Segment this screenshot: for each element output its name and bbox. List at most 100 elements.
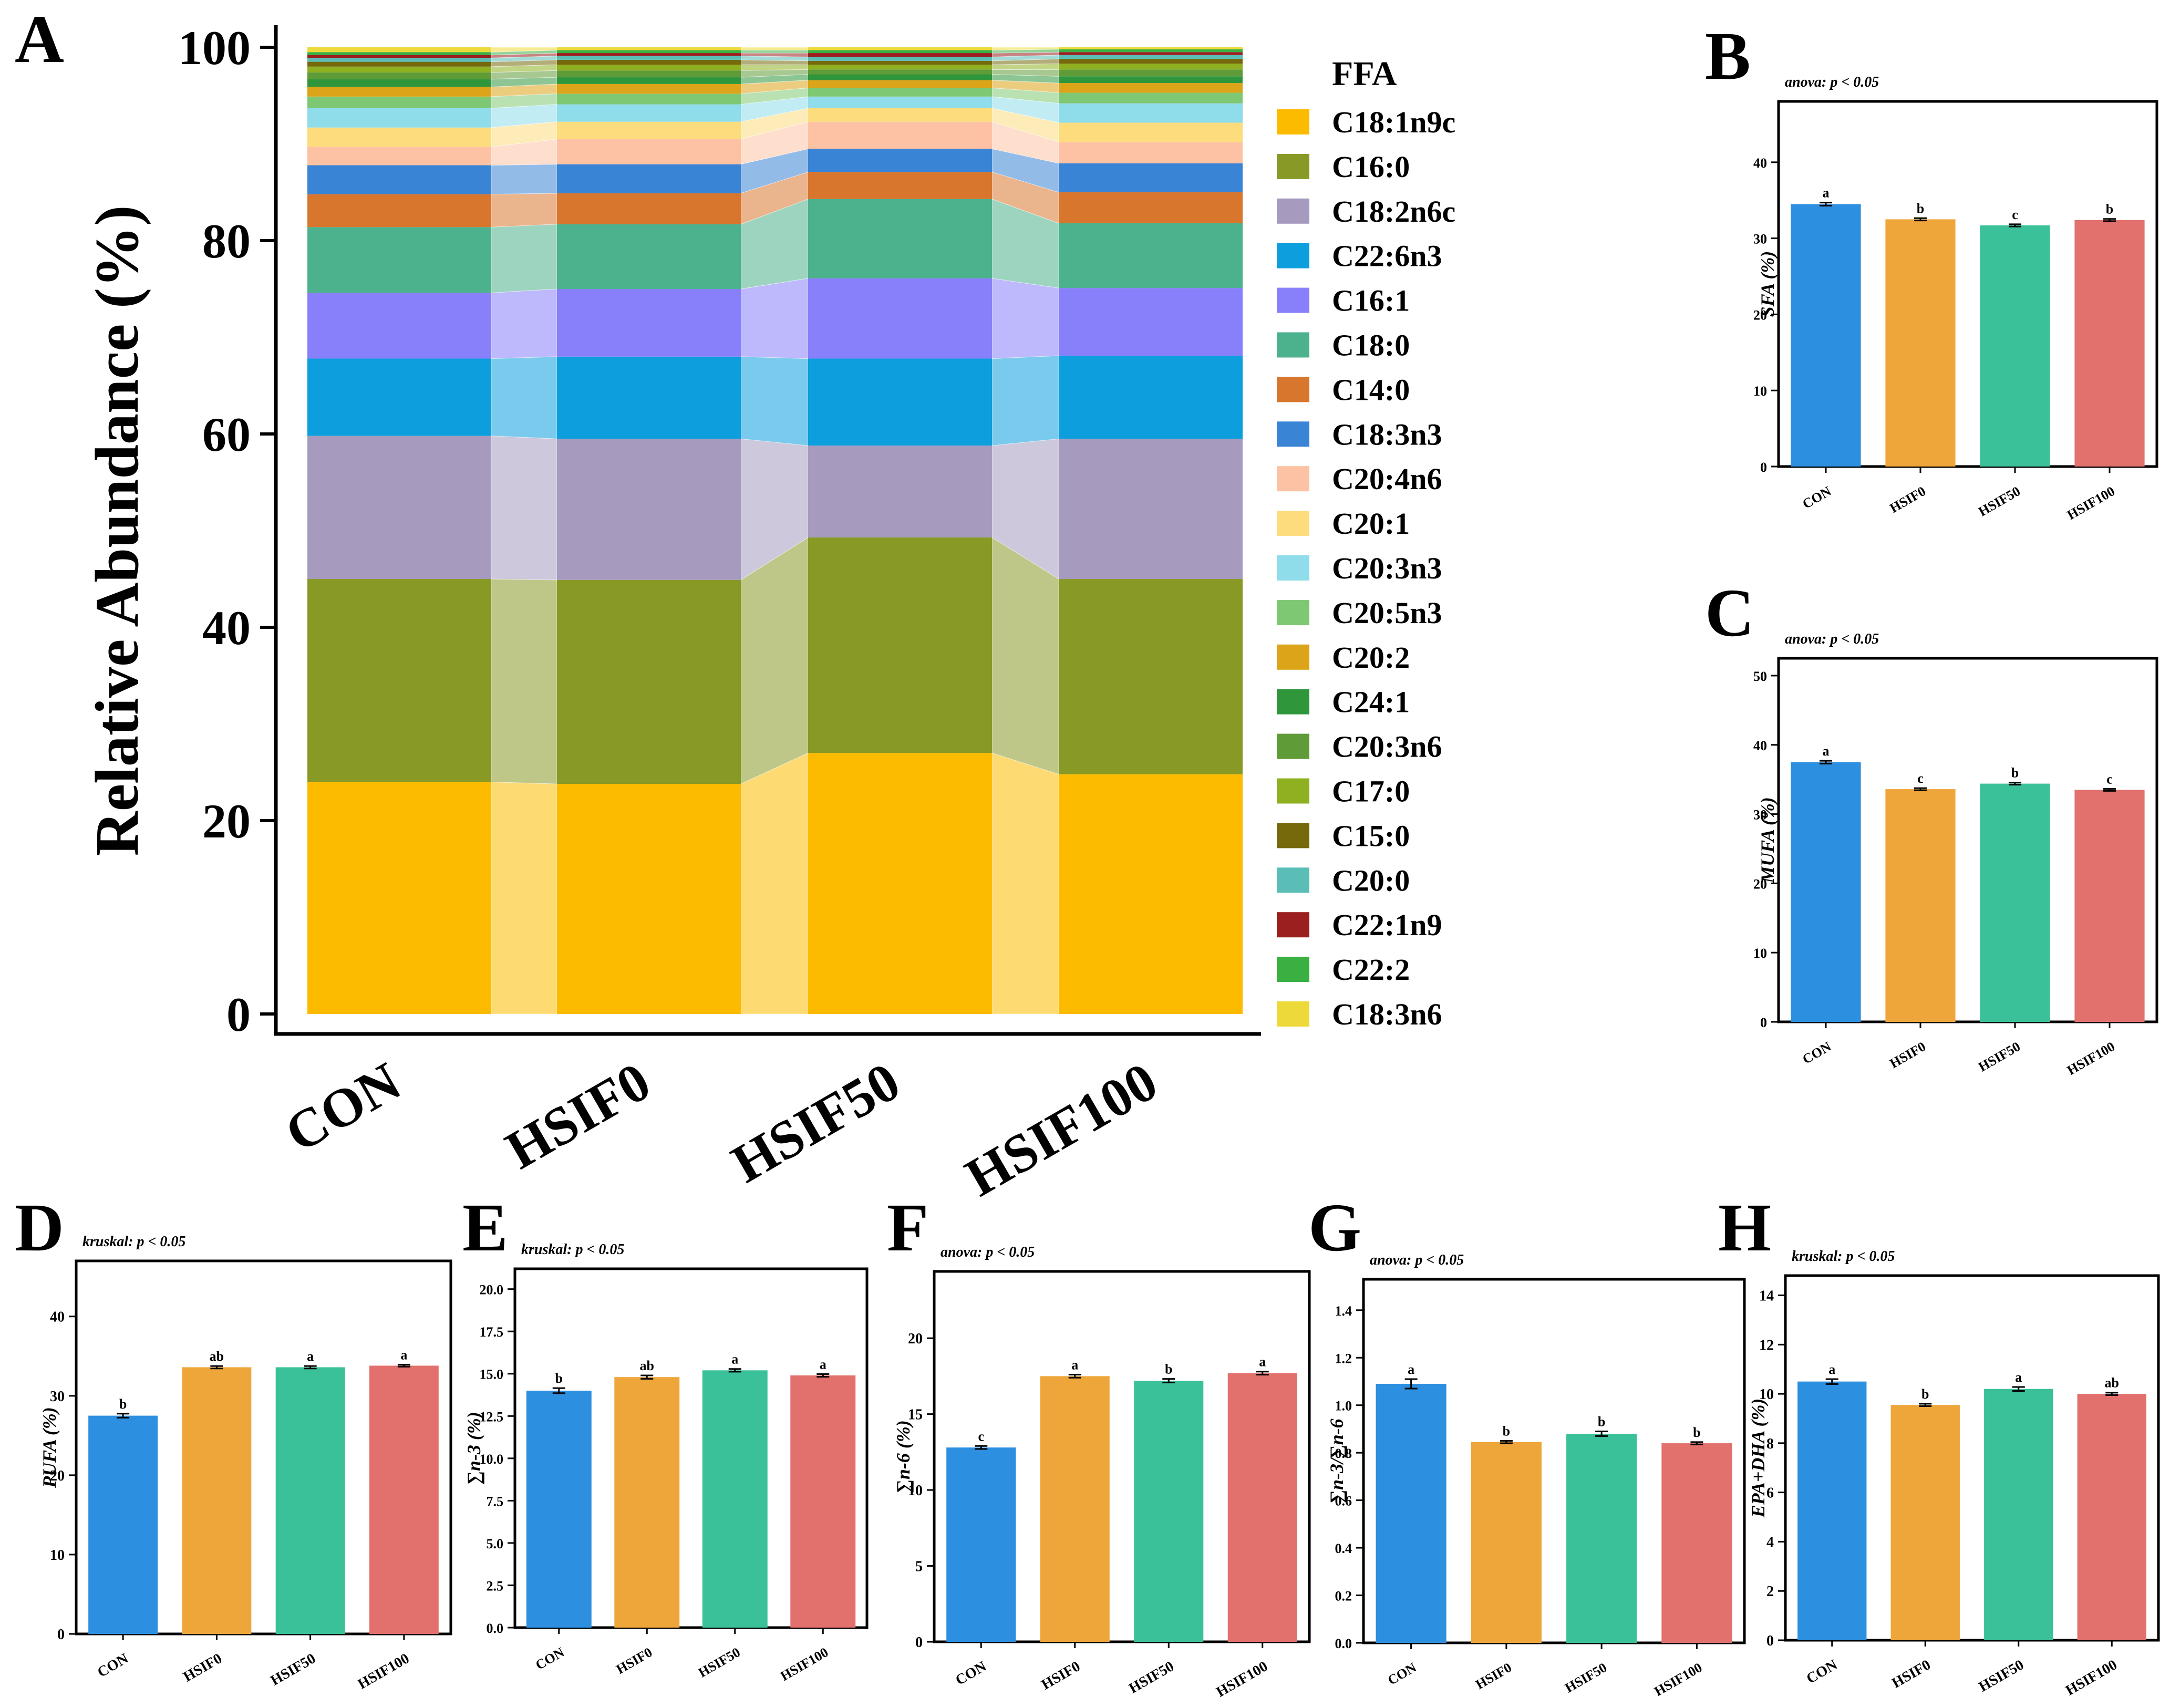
legend-label-20: C18:3n6 (1332, 997, 1442, 1031)
bar-segment-17-0 (307, 58, 491, 62)
panel-f-frame (933, 1270, 1311, 1643)
legend-label-3: C22:6n3 (1332, 239, 1442, 273)
bar-segment-6-0 (307, 194, 491, 227)
flow-band-5-0 (491, 224, 557, 293)
panel-h-bar-3 (2077, 1394, 2146, 1640)
panel-g-x-label-1: HSIF0 (1473, 1660, 1514, 1692)
panel-e-y-tick-label-2: 5.0 (487, 1536, 504, 1551)
panel-c-x-label-1: HSIF0 (1887, 1039, 1928, 1071)
bar-segment-5-2 (808, 199, 992, 278)
panel-d-bar-2 (275, 1367, 345, 1634)
bar-segment-19-3 (1059, 49, 1243, 53)
legend-label-8: C20:4n6 (1332, 462, 1442, 496)
bar-segment-19-0 (307, 52, 491, 55)
legend-label-14: C20:3n6 (1332, 730, 1442, 764)
bar-segment-10-0 (307, 108, 491, 128)
flow-band-18-1 (740, 53, 809, 57)
panel-h-y-tick-label-6: 12 (1759, 1337, 1774, 1353)
bar-segment-1-1 (557, 579, 741, 784)
flow-band-1-1 (740, 536, 809, 784)
legend-swatch-13 (1277, 689, 1309, 715)
panel-b-bar-3 (2074, 220, 2145, 467)
panel-a-stacked-chart: A Relative Abundance (%) 0 20 40 60 80 100 CON… (15, 2, 1455, 1208)
panel-h-y-tick-label-5: 10 (1759, 1386, 1774, 1403)
panel-h-x-label-2: HSIF50 (1976, 1657, 2027, 1695)
panel-letter-f: F (887, 1190, 928, 1266)
panel-d-bar-3 (369, 1365, 439, 1634)
panel-h-sig-letter-2: a (2015, 1370, 2022, 1385)
legend-swatch-7 (1277, 421, 1309, 447)
panel-d-y-tick-label-2: 20 (50, 1468, 65, 1484)
flow-band-1-0 (491, 578, 557, 784)
bar-segment-0-1 (557, 784, 741, 1014)
panel-f-sig-letter-2: b (1165, 1362, 1172, 1377)
legend-swatch-8 (1277, 466, 1309, 492)
legend-label-11: C20:5n3 (1332, 596, 1442, 630)
bar-segment-15-3 (1059, 64, 1243, 70)
panel-letter-a: A (15, 2, 64, 77)
bar-segment-12-0 (307, 87, 491, 97)
panel-b-x-label-0: CON (1800, 483, 1834, 512)
panel-c-x-label-0: CON (1800, 1039, 1834, 1067)
panel-e-y-tick-label-5: 12.5 (480, 1409, 504, 1424)
panel-letter-b: B (1705, 18, 1751, 94)
legend-label-10: C20:3n3 (1332, 551, 1442, 585)
panel-f-bar-1 (1040, 1376, 1110, 1642)
panel-g-sig-letter-1: b (1503, 1424, 1510, 1439)
legend-label-18: C22:1n9 (1332, 908, 1442, 942)
bar-segment-6-3 (1059, 192, 1243, 223)
panel-h-x-label-0: CON (1804, 1657, 1840, 1687)
legend-swatch-12 (1277, 644, 1309, 670)
panel-a-y-tick-label-2: 40 (202, 601, 251, 655)
bar-segment-5-0 (307, 227, 491, 293)
legend-label-17: C20:0 (1332, 863, 1410, 897)
bar-segment-19-2 (808, 50, 992, 54)
panel-b-x-label-1: HSIF0 (1887, 483, 1928, 516)
panel-f-bar-0 (946, 1447, 1016, 1642)
bar-segment-2-2 (808, 446, 992, 537)
legend-label-0: C18:1n9c (1332, 105, 1455, 139)
bar-segment-2-1 (557, 439, 741, 580)
panel-e-bar-1 (614, 1377, 680, 1628)
panel-e-sig-letter-0: b (555, 1371, 563, 1386)
panel-c-frame (1777, 657, 2158, 1023)
panel-g-y-tick-label-3: 0.6 (1335, 1494, 1352, 1509)
panel-f-y-tick-label-3: 15 (908, 1407, 923, 1423)
panel-f-bar-2 (1134, 1381, 1204, 1642)
panel-h-bar-1 (1890, 1405, 1960, 1640)
panel-g-x-label-3: HSIF100 (1652, 1660, 1705, 1699)
panel-f-sig-letter-0: c (978, 1428, 984, 1444)
bar-segment-0-3 (1059, 774, 1243, 1014)
legend-swatch-5 (1277, 332, 1309, 358)
panel-b-x-label-2: HSIF50 (1976, 483, 2023, 519)
legend-swatch-14 (1277, 733, 1309, 759)
panel-e-x-label-0: CON (533, 1644, 567, 1673)
panel-e-y-tick-label-8: 20.0 (480, 1282, 504, 1298)
panel-g-y-tick-label-0: 0.0 (1335, 1636, 1352, 1651)
bar-segment-6-1 (557, 193, 741, 224)
panel-h-y-tick-label-0: 0 (1766, 1633, 1774, 1649)
bar-segment-7-2 (808, 149, 992, 172)
panel-c-x-label-2: HSIF50 (1976, 1039, 2023, 1074)
bar-segment-16-3 (1059, 59, 1243, 64)
legend-swatch-17 (1277, 867, 1309, 893)
panel-c-mufa-chart: C anova: p < 0.05 0 10 20 30 40 50 MUFA (%) a CON… (1705, 575, 2158, 1078)
panel-e-sig-letter-2: a (731, 1352, 738, 1367)
bar-segment-3-2 (808, 358, 992, 446)
bar-segment-15-0 (307, 66, 491, 73)
panel-c-y-tick-label-0: 0 (1760, 1015, 1767, 1030)
panel-h-y-tick-label-1: 2 (1766, 1583, 1774, 1600)
panel-f-sig-letter-3: a (1259, 1354, 1266, 1370)
legend-label-2: C18:2n6c (1332, 194, 1455, 229)
panel-a-y-tick-label-1: 20 (202, 794, 251, 848)
flow-band-2-0 (491, 436, 557, 581)
panel-e-y-tick-label-7: 17.5 (480, 1324, 504, 1340)
legend: FFA C18:1n9c C16:0 C18:2n6c C22:6n3 C16:1 C18… (1277, 55, 1455, 1031)
bar-segment-15-2 (808, 65, 992, 70)
panel-letter-e: E (462, 1190, 508, 1266)
panel-d-stat-label: kruskal: p < 0.05 (82, 1234, 185, 1250)
bar-segment-3-0 (307, 358, 491, 436)
panel-e-bar-3 (790, 1375, 856, 1628)
panel-f-x-label-0: CON (953, 1658, 989, 1689)
panel-c-bar-3 (2074, 790, 2145, 1022)
